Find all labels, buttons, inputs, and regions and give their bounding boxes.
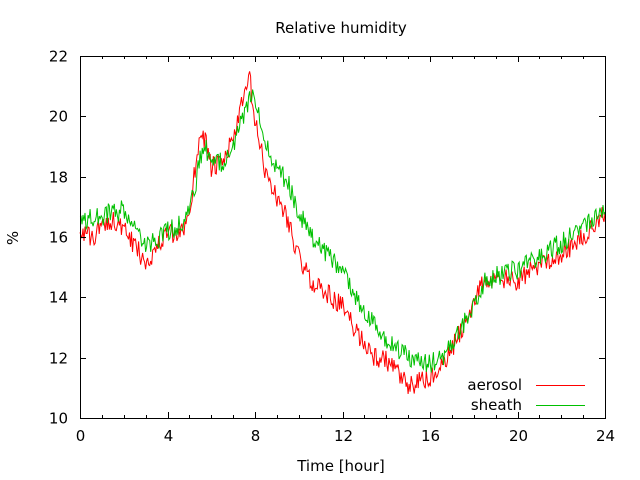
y-tick-label: 20 <box>49 108 68 126</box>
x-tick-label: 8 <box>251 427 261 445</box>
legend: aerosol sheath <box>467 376 585 414</box>
series-line-aerosol <box>79 71 606 395</box>
series-line-sheath <box>79 89 606 373</box>
y-tick-label: 16 <box>49 229 68 247</box>
x-tick-label: 12 <box>334 427 353 445</box>
x-tick-labels: 0 4 8 12 16 20 24 <box>76 427 615 445</box>
y-tick-label: 12 <box>49 350 68 368</box>
x-tick-label: 0 <box>76 427 86 445</box>
y-tick-label: 14 <box>49 289 68 307</box>
y-tick-label: 10 <box>49 410 68 428</box>
plot-lines <box>79 71 606 395</box>
x-axis-label: Time [hour] <box>296 457 385 475</box>
legend-label-sheath: sheath <box>471 396 522 414</box>
x-tick-label: 4 <box>164 427 174 445</box>
x-tick-label: 16 <box>421 427 440 445</box>
chart-title: Relative humidity <box>275 19 407 37</box>
y-axis-label: % <box>4 231 22 245</box>
axis-ticks <box>80 56 606 419</box>
y-tick-labels: 10 12 14 16 18 20 22 <box>49 48 68 428</box>
y-tick-label: 22 <box>49 48 68 66</box>
x-tick-label: 20 <box>509 427 528 445</box>
y-tick-label: 18 <box>49 169 68 187</box>
x-tick-label: 24 <box>596 427 615 445</box>
legend-label-aerosol: aerosol <box>467 376 522 394</box>
